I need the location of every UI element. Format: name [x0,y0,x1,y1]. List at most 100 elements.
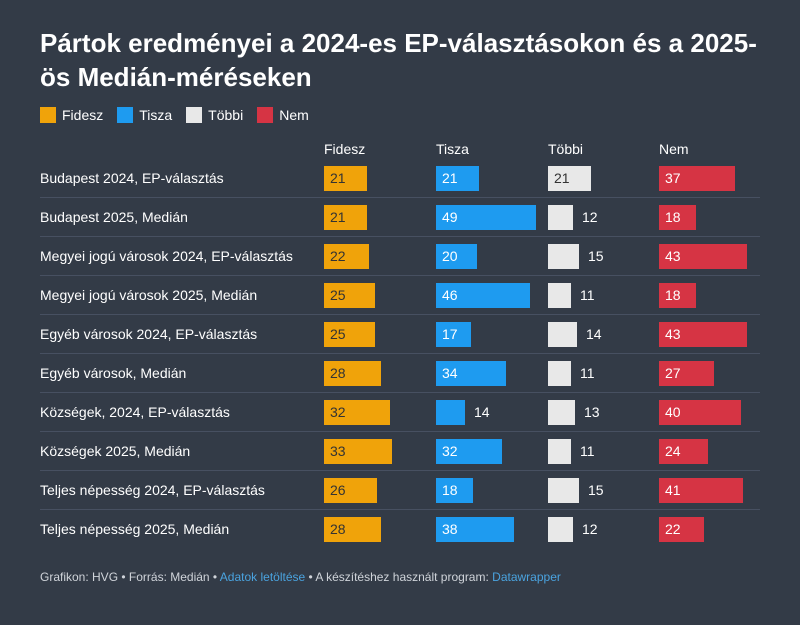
bar-value-label: 21 [554,170,570,186]
bar-value-label: 43 [665,326,681,342]
bar-value-label: 22 [330,248,346,264]
legend-label: Fidesz [62,107,104,123]
bar-value-label: 22 [665,521,681,537]
bar-többi [548,400,575,425]
bar-value-label: 37 [665,170,681,186]
row-label: Megyei jogú városok 2025, Medián [40,287,258,303]
row-divider [40,509,760,510]
bar-nem [659,283,696,308]
bar-value-label: 20 [442,248,458,264]
bar-fidesz [324,244,369,269]
bar-value-label: 26 [330,482,346,498]
bar-fidesz [324,283,375,308]
bar-tisza [436,439,502,464]
bar-fidesz [324,361,381,386]
chart-title: Pártok eredményei a 2024-es EP-választás… [40,28,757,92]
bar-nem [659,439,708,464]
legend-item-fidesz: Fidesz [40,107,103,123]
bar-nem [659,322,747,347]
bar-value-label: 12 [582,209,598,225]
legend-swatch [117,107,134,123]
bar-value-label: 28 [330,365,346,381]
row-divider [40,470,760,471]
chart-row: Községek, 2024, EP-választás 32 14 13 40 [40,399,760,438]
bar-tisza [436,361,506,386]
row-label: Budapest 2024, EP-választás [40,170,224,186]
chart-row: Megyei jogú városok 2024, EP-választás 22… [40,243,760,282]
bar-tisza [436,400,465,425]
row-divider [40,353,760,354]
bar-nem [659,205,696,230]
row-label: Teljes népesség 2025, Medián [40,521,230,537]
row-divider [40,275,760,276]
bar-nem [659,244,747,269]
chart-row: Megyei jogú városok 2025, Medián 25 46 11 18 [40,282,760,321]
bar-többi [548,478,579,503]
bar-fidesz [324,478,377,503]
bar-value-label: 15 [588,482,604,498]
column-header-többi: Többi [548,141,584,157]
legend-label: Többi [208,107,244,123]
download-data-link[interactable]: Adatok letöltése [219,570,306,584]
legend-swatch [186,107,203,123]
bar-value-label: 21 [442,170,458,186]
legend-label: Tisza [139,107,173,123]
bar-nem [659,361,714,386]
bar-többi [548,205,573,230]
bar-value-label: 11 [580,287,595,303]
bar-value-label: 32 [330,404,346,420]
row-label: Megyei jogú városok 2024, EP-választás [40,248,293,264]
bar-value-label: 18 [665,209,681,225]
row-label: Községek, 2024, EP-választás [40,404,230,420]
bar-value-label: 27 [665,365,681,381]
chart-row: Budapest 2024, EP-választás 21 21 21 37 [40,165,760,204]
row-label: Budapest 2025, Medián [40,209,188,225]
bar-tisza [436,478,473,503]
bar-fidesz [324,205,367,230]
chart-row: Budapest 2025, Medián 21 49 12 18 [40,204,760,243]
legend-item-többi: Többi [186,107,243,123]
legend-swatch [40,107,56,123]
legend-label: Nem [279,107,309,123]
bar-value-label: 14 [586,326,602,342]
bar-value-label: 13 [584,404,600,420]
column-header-tisza: Tisza [436,141,469,157]
datawrapper-link[interactable]: Datawrapper [492,570,561,584]
bar-tisza [436,517,514,542]
row-divider [40,314,760,315]
bar-fidesz [324,517,381,542]
bar-nem [659,166,735,191]
footer-program: • A készítéshez használt program: [305,570,493,584]
chart-row: Egyéb városok 2024, EP-választás 25 17 14 43 [40,321,760,360]
bar-value-label: 43 [665,248,681,264]
bar-value-label: 18 [442,482,458,498]
bar-value-label: 21 [330,170,346,186]
bar-value-label: 18 [665,287,681,303]
bar-value-label: 33 [330,443,346,459]
row-label: Községek 2025, Medián [40,443,191,459]
bar-többi [548,439,571,464]
row-divider [40,392,760,393]
bar-value-label: 11 [580,365,595,381]
bar-tisza [436,283,530,308]
bar-value-label: 17 [442,326,458,342]
bar-többi [548,283,571,308]
bar-többi [548,244,579,269]
bar-value-label: 21 [330,209,346,225]
bar-value-label: 49 [442,209,458,225]
bar-value-label: 15 [588,248,604,264]
chart-row: Teljes népesség 2024, EP-választás 26 18 15… [40,477,760,516]
row-label: Egyéb városok 2024, EP-választás [40,326,258,342]
legend-item-nem: Nem [257,107,309,123]
bar-value-label: 38 [442,521,458,537]
bar-value-label: 11 [580,443,595,459]
footer: Grafikon: HVG • Forrás: Medián • Adatok … [40,570,561,584]
legend-swatch [257,107,274,123]
chart-row: Teljes népesség 2025, Medián 28 38 12 22 [40,516,760,555]
chart-row: Egyéb városok, Medián 28 34 11 27 [40,360,760,399]
bar-value-label: 40 [665,404,681,420]
column-header-fidesz: Fidesz [324,141,366,157]
bar-value-label: 32 [442,443,458,459]
row-label: Teljes népesség 2024, EP-választás [40,482,265,498]
bar-value-label: 14 [474,404,490,420]
